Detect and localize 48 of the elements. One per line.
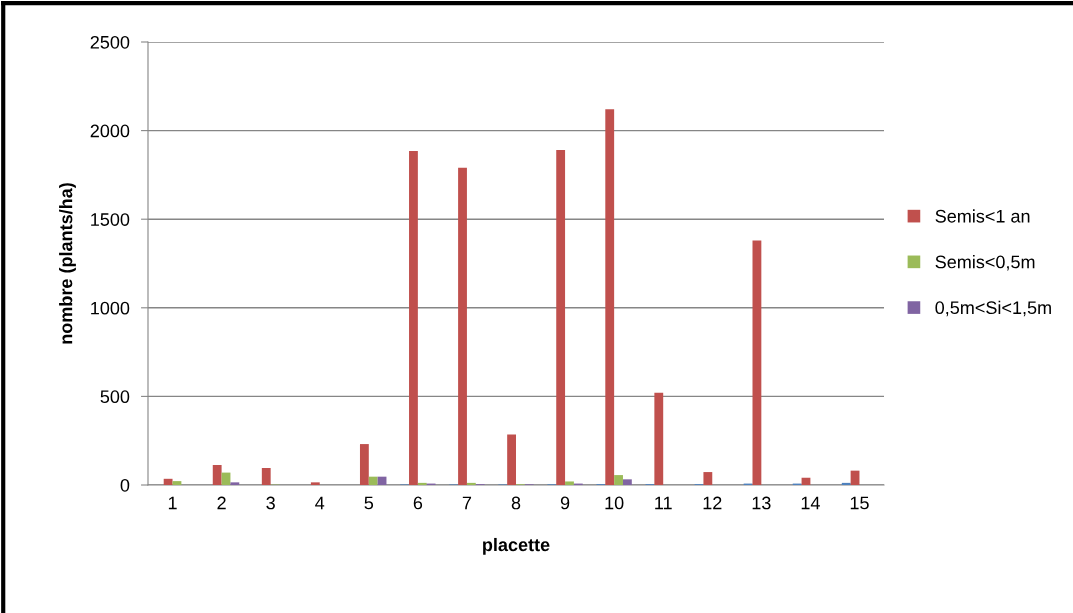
bar: [212, 464, 222, 485]
x-tick-label: 1: [168, 496, 177, 510]
bar: [614, 475, 623, 485]
y-tick-label: 0: [120, 478, 130, 492]
legend-label: 0,5m<Si<1,5m: [935, 300, 1051, 317]
bar: [310, 482, 320, 485]
y-tick-label: 2500: [90, 35, 130, 49]
x-tick-label: 10: [605, 496, 624, 510]
x-tick-label: 2: [217, 496, 226, 510]
x-tick-label: 11: [655, 496, 672, 510]
bar: [172, 481, 182, 485]
bar: [654, 392, 664, 485]
y-tick-label: 2000: [90, 124, 130, 138]
legend-label: Semis<0,5m: [935, 255, 1035, 271]
bar: [556, 150, 566, 485]
y-axis-title: nombre (plants/ha): [59, 183, 76, 344]
bar: [163, 478, 173, 485]
bar: [507, 434, 516, 485]
bar: [409, 150, 418, 485]
bar: [565, 481, 574, 485]
bar: [605, 109, 615, 485]
bar: [359, 444, 369, 485]
bar: [622, 479, 632, 485]
legend-label: Semis<1 an: [935, 209, 1030, 223]
x-tick-label: 13: [752, 496, 771, 510]
bar: [417, 482, 427, 485]
x-tick-label: 15: [850, 496, 869, 510]
x-tick-label: 9: [560, 496, 570, 510]
bar: [841, 482, 851, 485]
x-tick-label: 5: [364, 496, 374, 510]
bar: [703, 472, 713, 485]
y-tick-label: 1500: [91, 213, 130, 226]
x-tick-label: 6: [413, 496, 423, 510]
bar: [752, 240, 762, 485]
bar: [466, 482, 476, 485]
bar: [261, 467, 271, 485]
x-tick-label: 12: [703, 496, 722, 510]
bar: [230, 482, 240, 485]
x-axis-title: placette: [483, 537, 550, 555]
bar: [458, 167, 467, 485]
x-tick-label: 4: [315, 496, 325, 510]
y-tick-label: 1000: [91, 301, 130, 315]
x-tick-label: 7: [462, 496, 472, 510]
x-tick-label: 14: [801, 496, 820, 510]
bar: [368, 476, 378, 485]
y-tick-label: 500: [100, 390, 130, 404]
x-tick-label: 3: [266, 496, 275, 510]
x-tick-label: 8: [511, 496, 521, 510]
